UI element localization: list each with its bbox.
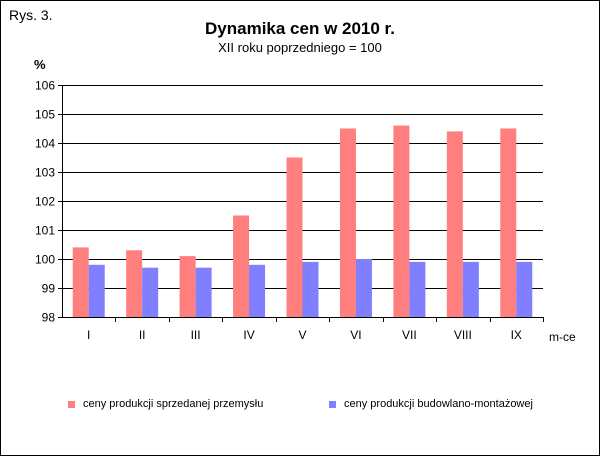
- x-tick-label: I: [87, 328, 90, 342]
- legend-label-series-1: ceny produkcji sprzedanej przemysłu: [83, 398, 264, 410]
- bar-series-1-VIII: [446, 131, 463, 317]
- bar-series-2-IV: [249, 264, 266, 317]
- bar-series-2-II: [142, 267, 159, 317]
- bar-series-2-IX: [516, 261, 533, 317]
- y-tick-label: 99: [42, 282, 56, 296]
- x-tick-label: VII: [402, 328, 417, 342]
- y-tick-label: 98: [42, 311, 56, 325]
- bar-series-1-VII: [393, 125, 410, 317]
- x-tick-label: II: [139, 328, 146, 342]
- bar-series-1-V: [286, 157, 303, 317]
- bar-series-2-V: [302, 261, 319, 317]
- x-axis-label: m-ce: [549, 330, 576, 344]
- bar-series-2-VIII: [462, 261, 479, 317]
- y-tick-label: 100: [35, 253, 55, 267]
- bar-series-2-VII: [409, 261, 426, 317]
- x-tick-label: IV: [243, 328, 254, 342]
- chart-subtitle: XII roku poprzedniego = 100: [218, 40, 382, 55]
- bar-series-1-I: [72, 247, 89, 317]
- bar-series-1-VI: [339, 128, 356, 317]
- y-tick-label: 104: [35, 137, 55, 151]
- legend-item-series-1: ceny produkcji sprzedanej przemysłu: [68, 398, 263, 410]
- chart-title: Dynamika cen w 2010 r.: [205, 19, 395, 38]
- legend-item-series-2: ceny produkcji budowlano-montażowej: [329, 398, 533, 410]
- bar-series-1-II: [126, 250, 143, 317]
- bar-series-1-IV: [233, 215, 250, 317]
- x-tick-label: III: [191, 328, 201, 342]
- bar-series-2-VI: [355, 259, 372, 317]
- bar-series-2-III: [195, 267, 212, 317]
- legend-label-series-2: ceny produkcji budowlano-montażowej: [344, 398, 533, 410]
- y-tick-label: 102: [35, 195, 55, 209]
- x-tick-label: V: [298, 328, 306, 342]
- x-tick-label: IX: [511, 328, 522, 342]
- y-tick-label: 106: [35, 79, 55, 93]
- legend-swatch-series-2: [329, 400, 336, 408]
- legend-swatch-series-1: [68, 400, 75, 408]
- figure-label: Rys. 3.: [9, 7, 53, 23]
- bar-series-1-IX: [500, 128, 517, 317]
- y-tick-label: 103: [35, 166, 55, 180]
- x-tick-label: VI: [350, 328, 361, 342]
- x-tick-label: VIII: [454, 328, 472, 342]
- bar-series-2-I: [88, 264, 105, 317]
- y-tick-label: 105: [35, 108, 55, 122]
- bar-series-1-III: [179, 256, 196, 317]
- y-axis-label: %: [34, 57, 46, 72]
- y-tick-label: 101: [35, 224, 55, 238]
